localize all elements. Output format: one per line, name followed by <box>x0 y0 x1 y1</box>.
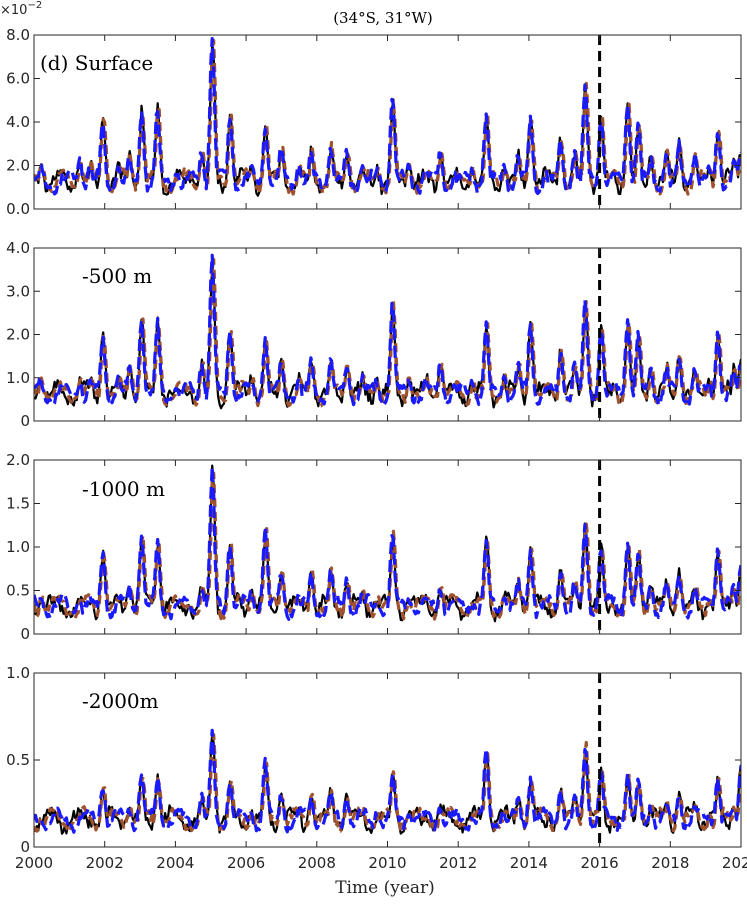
panel-1: 0.02.04.06.08.0(d) Surface×10−2 <box>0 0 742 218</box>
y-tick-label: 6.0 <box>6 70 30 88</box>
chart-title: (34°S, 31°W) <box>333 9 433 27</box>
x-tick-label: 2016 <box>581 854 619 872</box>
panel-label: (d) Surface <box>40 51 153 75</box>
y-tick-label: 8.0 <box>6 26 30 44</box>
series-line-series-3 <box>34 37 741 196</box>
y-tick-label: 0 <box>20 412 30 430</box>
y-tick-label: 0.0 <box>6 200 30 218</box>
x-tick-label: 2004 <box>156 854 194 872</box>
y-tick-label: 2.0 <box>6 451 30 469</box>
y-tick-label: 4.0 <box>6 239 30 257</box>
y-tick-label: 0.5 <box>6 751 30 769</box>
y-tick-label: 4.0 <box>6 113 30 131</box>
y-tick-label: 1.5 <box>6 495 30 513</box>
y-tick-label: 0 <box>20 838 30 856</box>
x-axis-label: Time (year) <box>335 878 435 898</box>
x-tick-label: 2006 <box>227 854 265 872</box>
panel-4: 0 0.5 1.0 2000 2002 2004 2006 2008 2010 2012 2014 2… <box>6 664 747 872</box>
series-line-series-3 <box>34 253 741 408</box>
x-tick-label: 2010 <box>368 854 406 872</box>
x-tick-label: 2000 <box>15 854 53 872</box>
series-line-series-3 <box>34 728 741 834</box>
panel-3: 0 0.5 1.0 1.5 2.0 -1000 m <box>6 451 742 643</box>
x-tick-label: 2020 <box>722 854 747 872</box>
x-tick-label: 2012 <box>439 854 477 872</box>
y-tick-label: 3.0 <box>6 282 30 300</box>
y-tick-label: 1.0 <box>6 538 30 556</box>
y-tick-label: 1.0 <box>6 664 30 682</box>
y-tick-label: 2.0 <box>6 326 30 344</box>
panel-label: -1000 m <box>82 477 165 501</box>
y-tick-label: 0.5 <box>6 582 30 600</box>
series-line-series-3 <box>34 464 741 621</box>
y-tick-label: 1.0 <box>6 369 30 387</box>
panel-2: 0 1.0 2.0 3.0 4.0 -500 m <box>6 239 742 430</box>
x-tick-label: 2008 <box>298 854 336 872</box>
y-exponent-power: −2 <box>27 0 42 11</box>
y-tick-label: 0 <box>20 625 30 643</box>
x-tick-label: 2014 <box>510 854 548 872</box>
panel-label: -2000m <box>82 689 159 713</box>
y-tick-label: 2.0 <box>6 157 30 175</box>
panel-label: -500 m <box>82 264 152 288</box>
x-tick-label: 2002 <box>86 854 124 872</box>
x-tick-label: 2018 <box>651 854 689 872</box>
panels-group: 0.02.04.06.08.0(d) Surface×10−201.02.03.… <box>0 0 747 872</box>
